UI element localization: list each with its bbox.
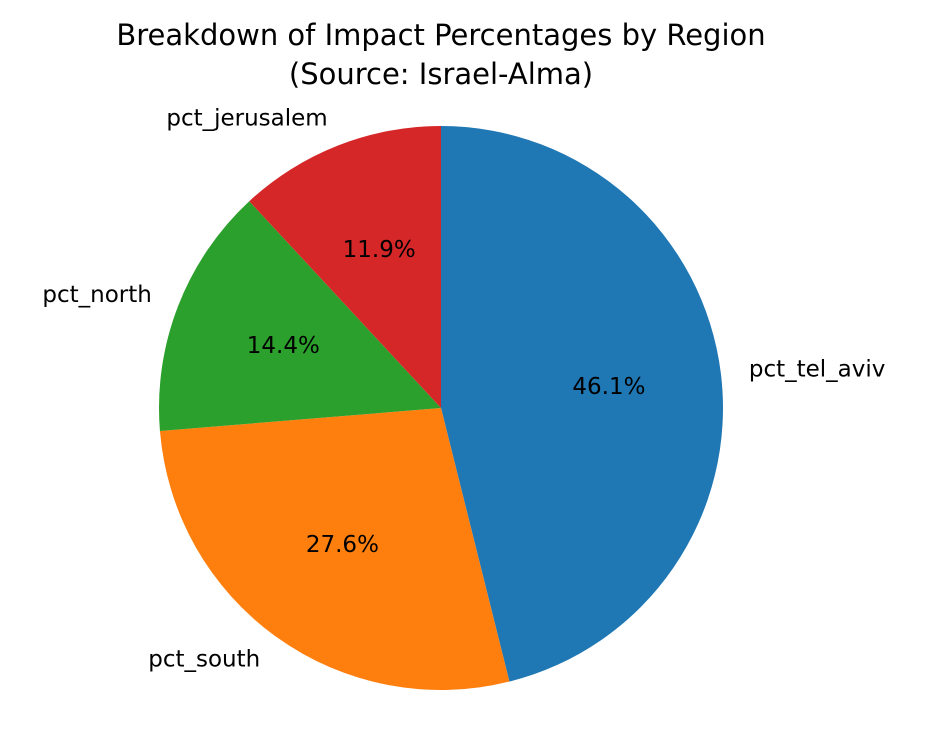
pie-slice-pct_jerusalem (249, 126, 441, 408)
percentage-label-pct_tel_aviv: 46.1% (572, 374, 645, 400)
pie-slice-pct_north (158, 201, 441, 432)
category-label-pct_jerusalem: pct_jerusalem (166, 106, 327, 132)
pie-slice-pct_south (159, 408, 510, 690)
percentage-label-pct_south: 27.6% (306, 532, 379, 558)
category-label-pct_north: pct_north (42, 282, 151, 308)
pie-slice-pct_tel_aviv (441, 126, 723, 682)
chart-title: Breakdown of Impact Percentages by Regio… (116, 18, 765, 52)
category-label-pct_south: pct_south (148, 647, 260, 673)
percentage-label-pct_north: 14.4% (247, 333, 320, 359)
category-labels: pct_tel_aviv pct_south pct_north pct_jerusa… (42, 106, 885, 673)
percentage-label-pct_jerusalem: 11.9% (343, 237, 416, 263)
chart-subtitle: (Source: Israel-Alma) (289, 57, 593, 91)
category-label-pct_tel_aviv: pct_tel_aviv (749, 357, 886, 383)
pie-slices (158, 126, 723, 690)
percentage-labels: 46.1% 27.6% 14.4% 11.9% (247, 237, 646, 558)
